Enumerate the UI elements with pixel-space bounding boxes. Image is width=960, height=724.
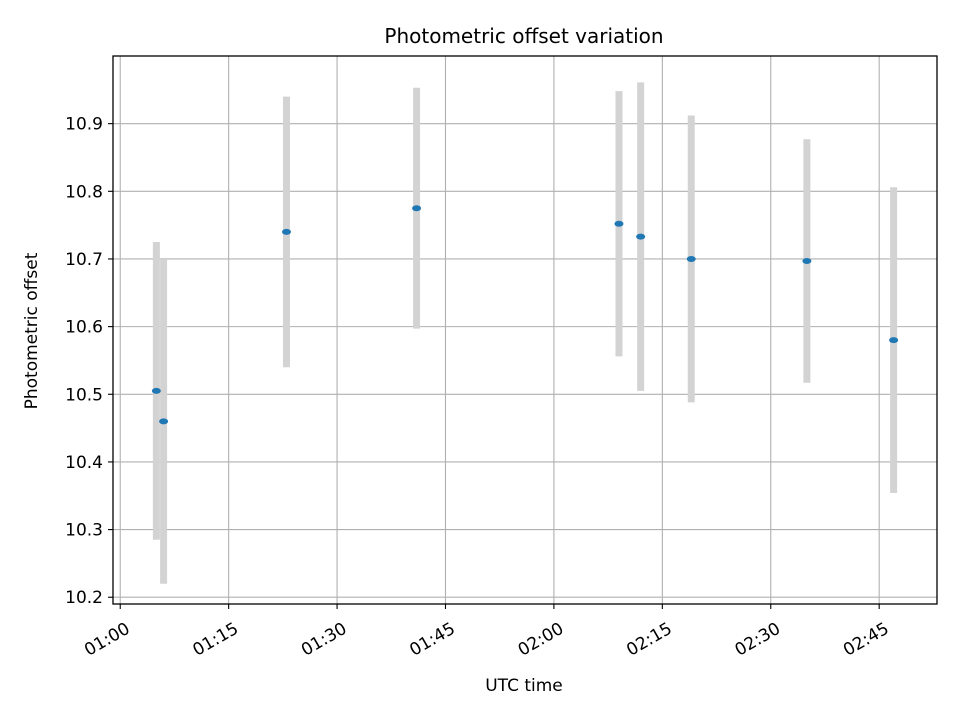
data-point <box>412 205 422 212</box>
data-point <box>686 255 696 262</box>
chart-title: Photometric offset variation <box>384 24 663 48</box>
y-tick-label: 10.3 <box>65 521 103 541</box>
y-tick-label: 10.7 <box>65 250 103 270</box>
y-tick-label: 10.9 <box>65 115 103 135</box>
y-tick-label: 10.8 <box>65 182 103 202</box>
plot-frame <box>112 55 938 605</box>
x-axis-label: UTC time <box>485 676 563 696</box>
y-tick-label: 10.2 <box>65 588 103 608</box>
data-points <box>151 205 899 425</box>
data-point <box>614 220 624 227</box>
data-point <box>636 233 646 240</box>
y-tick-label: 10.4 <box>65 453 103 473</box>
grid <box>113 56 937 604</box>
data-point <box>151 387 161 394</box>
y-tick-label: 10.6 <box>65 318 103 338</box>
data-point <box>889 337 899 344</box>
data-point <box>802 257 812 264</box>
y-axis-label: Photometric offset <box>22 252 42 409</box>
data-point <box>159 418 169 425</box>
y-tick-label: 10.5 <box>65 385 103 405</box>
data-point <box>281 228 291 235</box>
